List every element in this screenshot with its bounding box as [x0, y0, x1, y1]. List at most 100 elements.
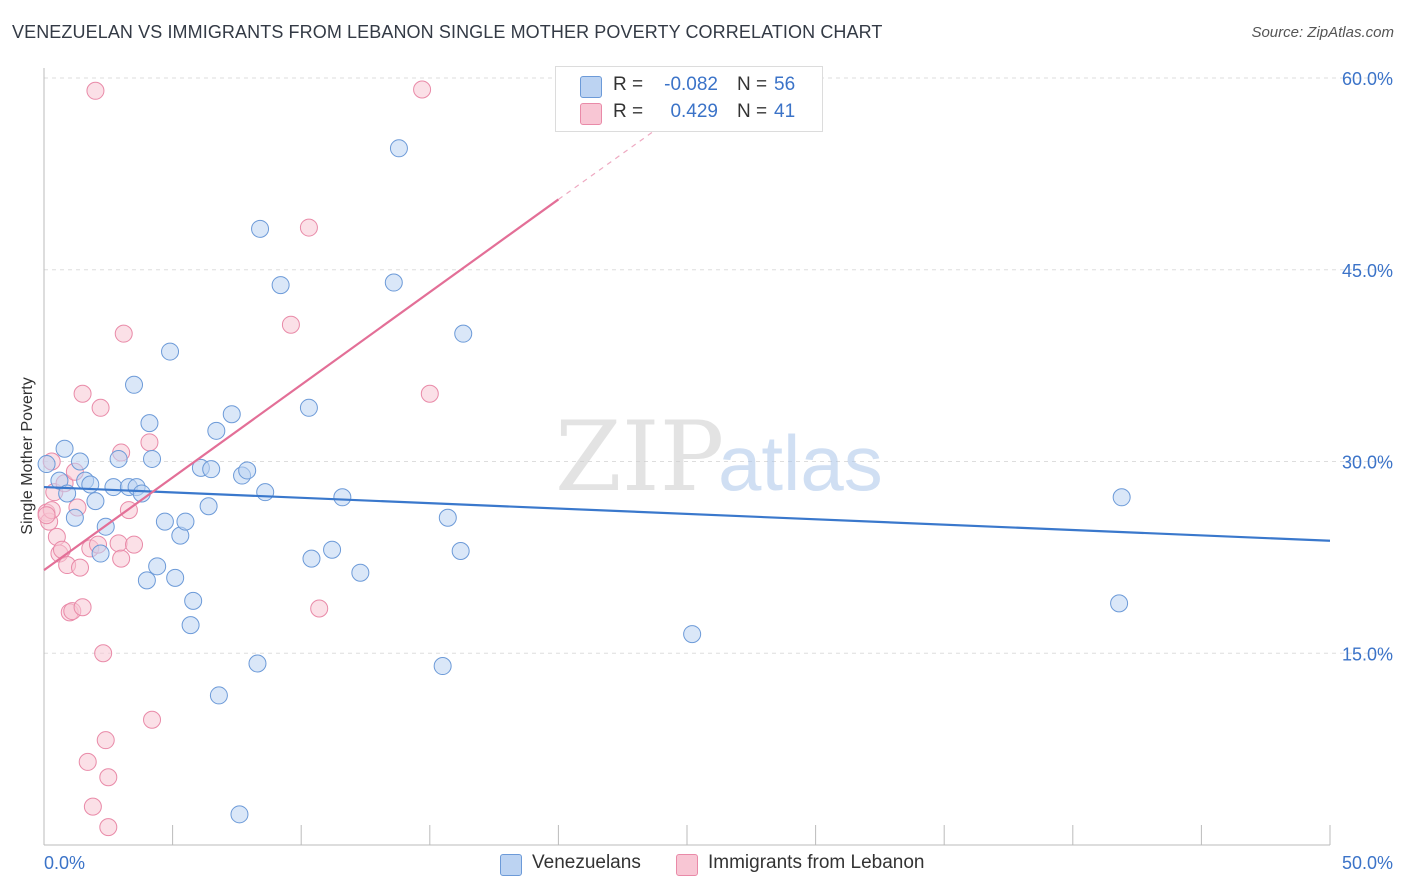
venezuelan-trend-line	[43, 485, 1331, 542]
watermark-atlas: atlas	[718, 419, 883, 507]
venezuelan-point	[143, 449, 162, 468]
venezuelan-point	[176, 512, 195, 531]
source-label: Source: ZipAtlas.com	[1251, 24, 1394, 41]
r-label: R =	[613, 74, 644, 95]
y-tick-label: 15.0%	[1342, 644, 1393, 664]
venezuelan-point	[125, 375, 144, 394]
venezuelan-point	[199, 497, 218, 516]
lebanon-point	[112, 549, 131, 568]
venezuelan-point	[438, 508, 457, 527]
lebanon-point	[91, 398, 110, 417]
lebanon-point	[83, 797, 102, 816]
r-label: R =	[613, 101, 644, 122]
series-legend: Venezuelans Immigrants from Lebanon	[0, 852, 1406, 878]
venezuelan-point	[184, 591, 203, 610]
venezuelan-point	[140, 414, 159, 433]
legend-swatch-blue	[580, 76, 602, 98]
r-value: 0.429	[670, 101, 718, 122]
venezuelan-point	[166, 568, 185, 587]
venezuelan-point	[389, 139, 408, 158]
venezuelan-point	[271, 276, 290, 295]
venezuelan-point	[207, 421, 226, 440]
x-tick-label: 50.0%	[1342, 853, 1393, 873]
venezuelan-point	[91, 544, 110, 563]
lebanon-point	[86, 81, 105, 100]
lebanon-point	[109, 534, 128, 553]
lebanon-point	[78, 752, 97, 771]
n-value: 41	[774, 101, 796, 122]
y-tick-label: 30.0%	[1342, 453, 1393, 473]
venezuelan-point	[1112, 488, 1131, 507]
venezuelan-point	[109, 449, 128, 468]
y-tick-label: 60.0%	[1342, 69, 1393, 89]
venezuelan-points	[37, 139, 1131, 824]
grid-lines	[44, 77, 1392, 654]
lebanon-point	[125, 535, 144, 554]
lebanon-point	[94, 644, 113, 663]
venezuelan-point	[323, 540, 342, 559]
y-tick-label: 45.0%	[1342, 261, 1393, 281]
watermark-zip: ZIP	[555, 401, 724, 513]
venezuelan-point	[202, 460, 221, 479]
lebanon-point	[420, 384, 439, 403]
venezuelan-point	[86, 492, 105, 511]
lebanon-point	[143, 710, 162, 729]
lebanon-trend-line	[43, 198, 560, 572]
lebanon-point	[99, 818, 118, 837]
venezuelan-point	[81, 475, 100, 494]
r-value: -0.082	[664, 74, 718, 95]
venezuelan-point	[148, 557, 167, 576]
lebanon-point	[96, 731, 115, 750]
venezuelan-point	[251, 219, 270, 238]
venezuelan-point	[433, 657, 452, 676]
venezuelan-point	[238, 461, 257, 480]
venezuelan-point	[351, 563, 370, 582]
venezuelan-point	[230, 805, 249, 824]
n-label: N =	[737, 74, 768, 95]
legend-label: Immigrants from Lebanon	[708, 852, 925, 873]
venezuelan-point	[299, 398, 318, 417]
venezuelan-point	[1110, 594, 1129, 613]
x-tick-label: 0.0%	[44, 853, 85, 873]
lebanon-point	[413, 80, 432, 99]
chart-title: VENEZUELAN VS IMMIGRANTS FROM LEBANON SI…	[12, 22, 883, 42]
venezuelan-point	[222, 405, 241, 424]
lebanon-point	[281, 315, 300, 334]
lebanon-point	[73, 598, 92, 617]
venezuelan-point	[248, 654, 267, 673]
venezuelan-point	[104, 478, 123, 497]
venezuelan-point	[181, 616, 200, 635]
n-value: 56	[774, 74, 796, 95]
venezuelan-point	[37, 455, 56, 474]
n-label: N =	[737, 101, 768, 122]
lebanon-point	[71, 558, 90, 577]
venezuelan-point	[302, 549, 321, 568]
lebanon-point	[37, 506, 56, 525]
lebanon-point	[299, 218, 318, 237]
venezuelan-point	[209, 686, 228, 705]
venezuelan-point	[55, 439, 74, 458]
lebanon-point	[99, 768, 118, 787]
lebanon-point	[140, 433, 159, 452]
lebanon-point	[53, 540, 72, 559]
lebanon-point	[73, 384, 92, 403]
venezuelan-point	[71, 452, 90, 471]
venezuelan-point	[451, 541, 470, 560]
venezuelan-point	[683, 625, 702, 644]
legend-swatch-blue	[500, 854, 522, 876]
watermark: ZIP atlas	[555, 401, 883, 513]
lebanon-points	[37, 80, 439, 837]
legend-swatch-pink	[580, 103, 602, 125]
legend-swatch-pink	[676, 854, 698, 876]
lebanon-point	[114, 324, 133, 343]
legend-label: Venezuelans	[532, 852, 641, 873]
venezuelan-point	[137, 571, 156, 590]
venezuelan-point	[155, 512, 174, 531]
venezuelan-point	[384, 273, 403, 292]
venezuelan-point	[161, 342, 180, 361]
venezuelan-point	[454, 324, 473, 343]
venezuelan-point	[65, 508, 84, 527]
venezuelan-point	[333, 488, 352, 507]
venezuelan-point	[256, 483, 275, 502]
